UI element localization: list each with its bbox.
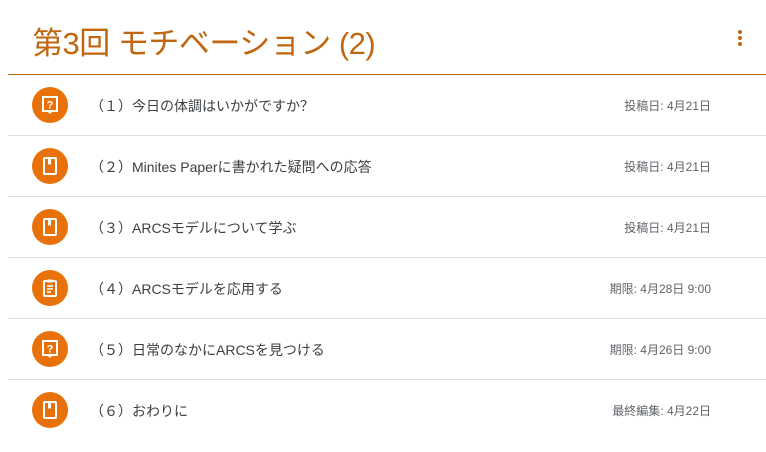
book-icon	[32, 209, 68, 245]
item-date: 投稿日: 4月21日	[624, 160, 711, 174]
title-divider	[8, 74, 766, 75]
list-item[interactable]: （３）ARCSモデルについて学ぶ 投稿日: 4月21日	[8, 197, 766, 258]
item-title: （５）日常のなかにARCSを見つける	[90, 342, 325, 358]
list-item[interactable]: （６）おわりに 最終編集: 4月22日	[8, 380, 766, 440]
item-date: 最終編集: 4月22日	[612, 404, 711, 418]
list-item[interactable]: ? （１）今日の体調はいかがですか？ 投稿日: 4月21日	[8, 75, 766, 136]
list-item[interactable]: ? （５）日常のなかにARCSを見つける 期限: 4月26日 9:00	[8, 319, 766, 380]
list-item[interactable]: （４）ARCSモデルを応用する 期限: 4月28日 9:00	[8, 258, 766, 319]
item-date: 期限: 4月28日 9:00	[609, 282, 711, 296]
list-item[interactable]: （２）Minites Paperに書かれた疑問への応答 投稿日: 4月21日	[8, 136, 766, 197]
svg-text:?: ?	[47, 344, 54, 356]
book-icon	[32, 148, 68, 184]
item-title: （４）ARCSモデルを応用する	[90, 281, 283, 297]
item-date: 投稿日: 4月21日	[624, 221, 711, 235]
item-title: （６）おわりに	[90, 403, 188, 419]
assignment-icon	[32, 270, 68, 306]
book-icon	[32, 392, 68, 428]
question-icon: ?	[32, 331, 68, 367]
topic-title: 第3回 モチベーション (2)	[32, 26, 376, 61]
svg-text:?: ?	[47, 100, 54, 112]
item-date: 投稿日: 4月21日	[624, 99, 711, 113]
item-date: 期限: 4月26日 9:00	[609, 343, 711, 357]
item-title: （１）今日の体調はいかがですか？	[90, 98, 314, 114]
more-options-icon[interactable]	[728, 28, 752, 52]
item-title: （２）Minites Paperに書かれた疑問への応答	[90, 159, 372, 175]
item-title: （３）ARCSモデルについて学ぶ	[90, 220, 297, 236]
question-icon: ?	[32, 87, 68, 123]
topic-item-list: ? （１）今日の体調はいかがですか？ 投稿日: 4月21日 （２）Minites…	[8, 75, 766, 440]
